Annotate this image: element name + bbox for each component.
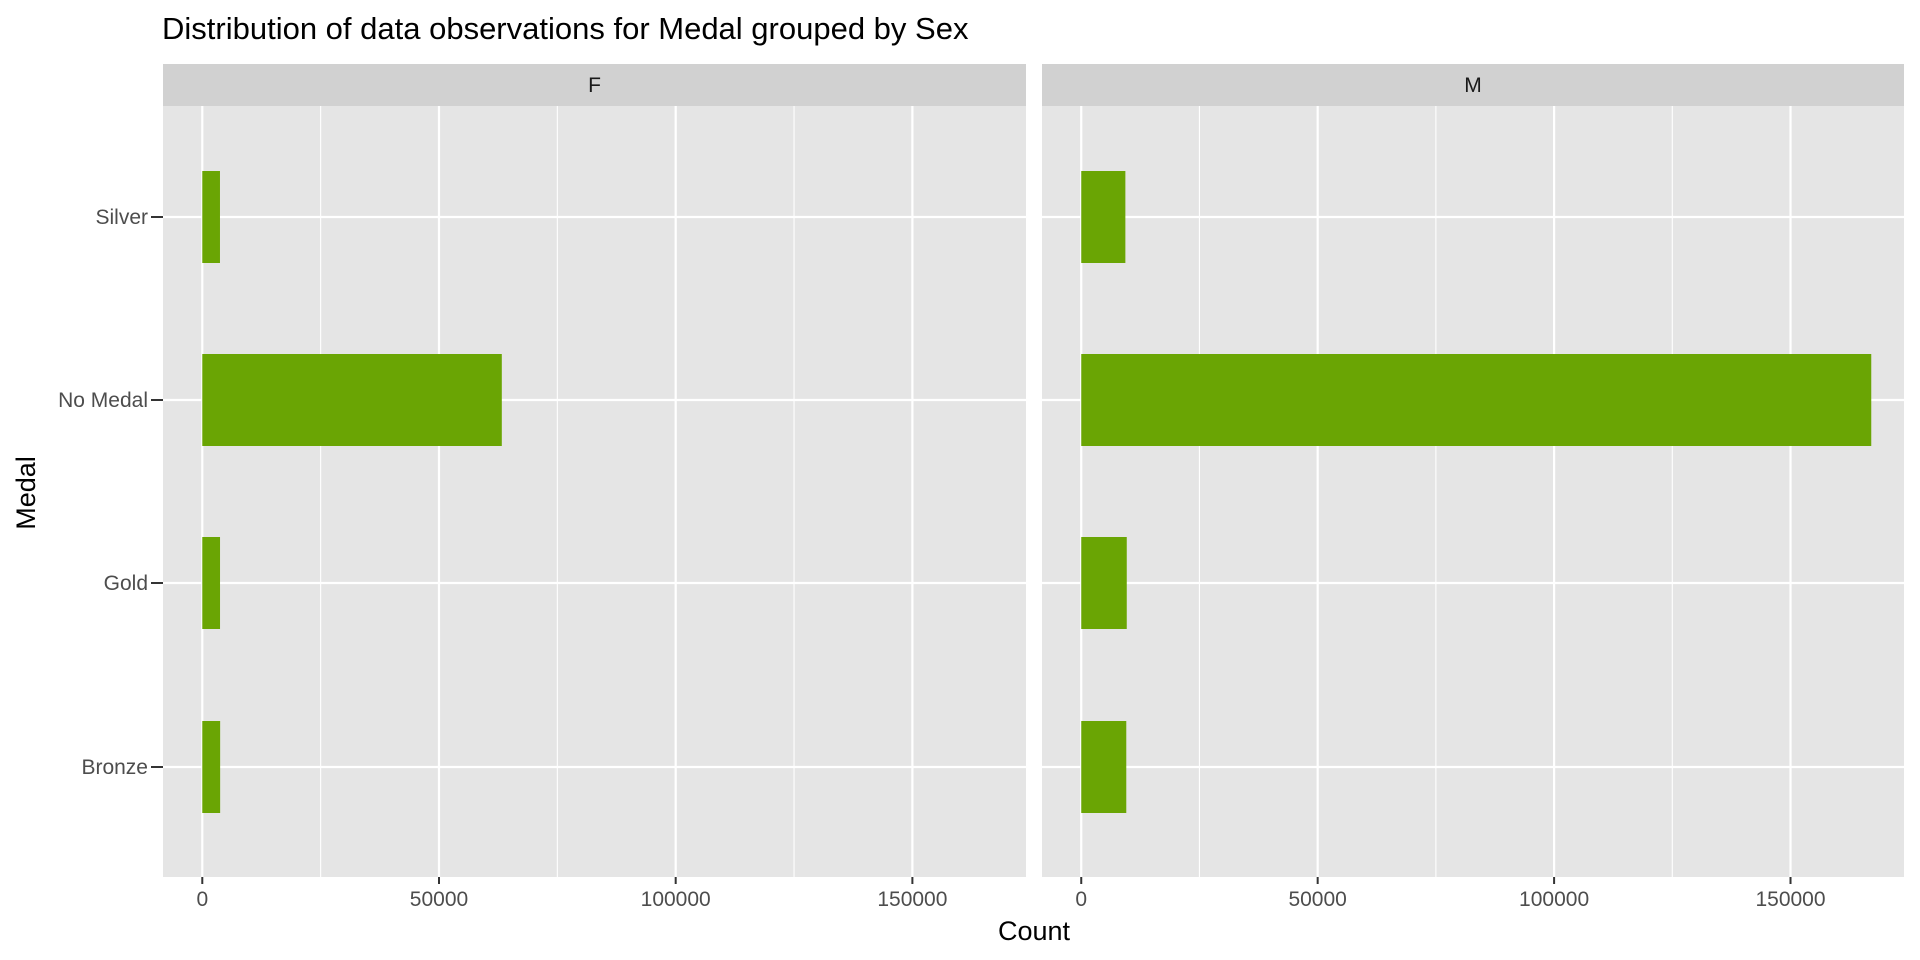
panel-background-f [163,106,1026,877]
y-tick-label-bronze: Bronze [81,756,148,779]
bar-f-no-medal [202,354,502,446]
x-tick-label: 100000 [641,888,711,911]
bar-f-silver [202,171,220,263]
bar-m-silver [1081,171,1126,263]
x-tick-label: 50000 [1288,888,1346,911]
bar-f-bronze [202,721,221,813]
y-tick-label-no-medal: No Medal [58,389,148,412]
y-tick-label-gold: Gold [104,572,148,595]
facet-strip-label-f: F [588,74,601,97]
x-tick-label: 150000 [877,888,947,911]
x-tick-label: 100000 [1519,888,1589,911]
x-tick-label: 0 [1075,888,1087,911]
facet-strip-f [163,64,1026,106]
bar-m-gold [1081,537,1127,629]
y-axis-label: Medal [11,456,41,530]
facet-strip-label-m: M [1464,74,1482,97]
y-tick-label-silver: Silver [95,206,148,229]
x-axis-label: Count [998,916,1071,946]
facet-panels: Bronze Gold No Medal Silver F 0 50000 100000 150… [58,64,1904,911]
bar-m-no-medal [1081,354,1872,446]
bar-m-bronze [1081,721,1127,813]
panel-background-m [1042,106,1904,877]
chart-title: Distribution of data observations for Me… [162,11,969,46]
x-tick-label: 0 [196,888,208,911]
x-tick-label: 50000 [410,888,468,911]
bar-f-gold [202,537,221,629]
facet-strip-m [1042,64,1904,106]
x-tick-label: 150000 [1755,888,1825,911]
